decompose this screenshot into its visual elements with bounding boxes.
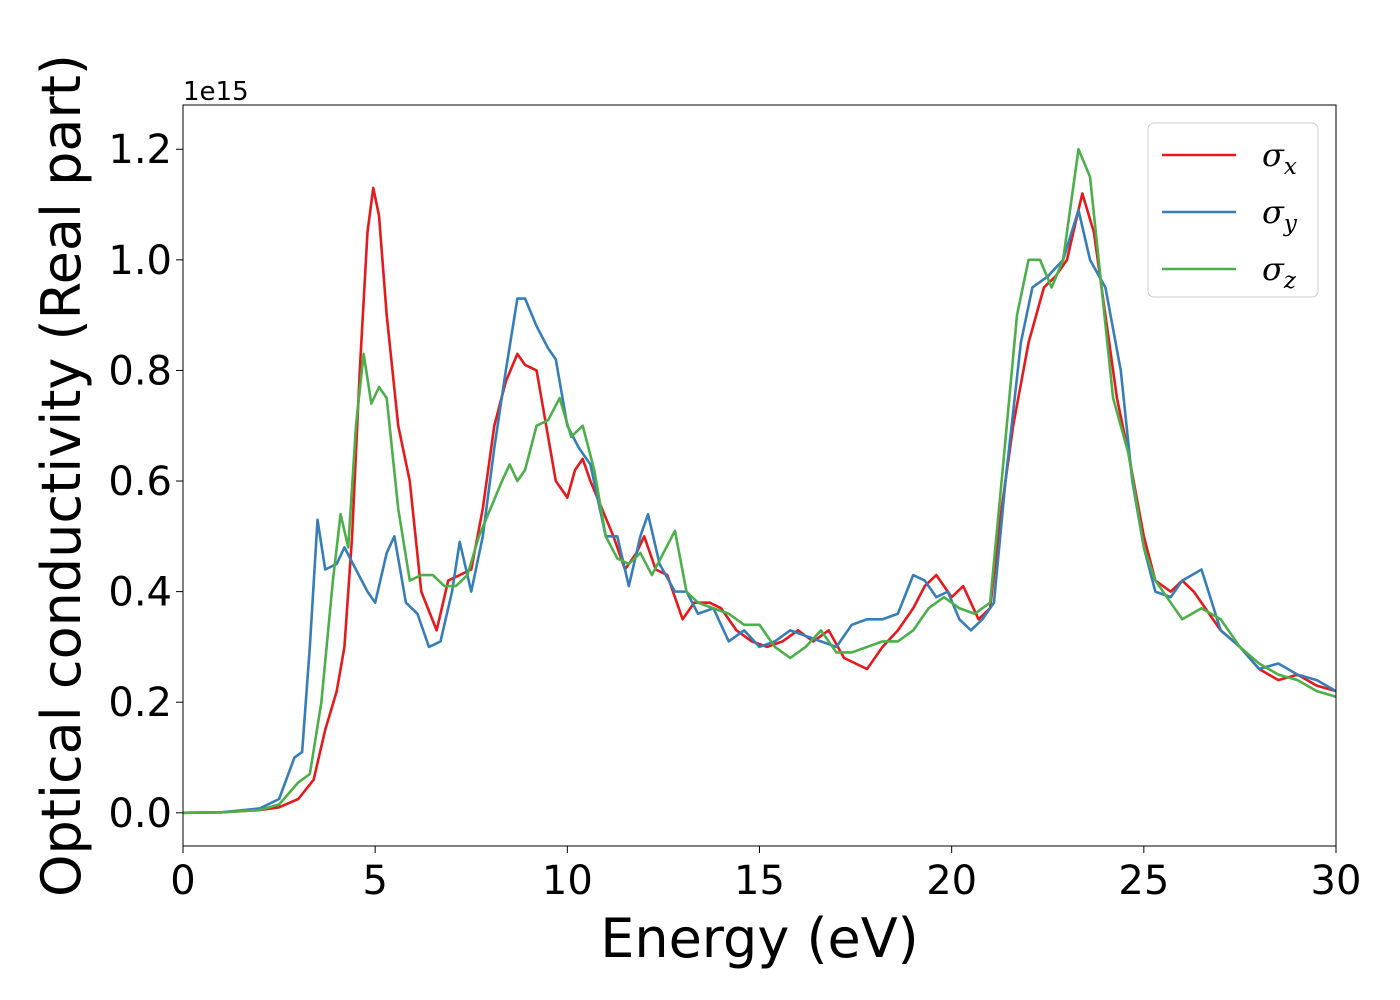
x-tick-label: 10: [542, 858, 593, 904]
y-axis-offset-label: 1e15: [183, 77, 249, 107]
x-tick-label: 25: [1118, 858, 1169, 904]
x-tick-label: 20: [926, 858, 977, 904]
x-axis-title: Energy (eV): [600, 907, 919, 970]
series-line-z: [183, 147, 1336, 815]
legend: σx σy σz: [1147, 122, 1319, 298]
y-tick-label: 0.4: [108, 570, 172, 616]
y-tick-label: 0.2: [108, 680, 172, 726]
plot-area: [182, 104, 1337, 847]
legend-item-x: σx: [1162, 136, 1297, 180]
y-tick-label: 0.8: [108, 348, 172, 394]
y-axis-title: Optical conductivity (Real part): [30, 54, 93, 897]
x-tick-label: 0: [170, 858, 195, 904]
series-layer: [183, 147, 1336, 815]
y-tick-label: 1.0: [108, 238, 172, 284]
y-tick-label: 1.2: [108, 127, 172, 173]
legend-box: [1147, 122, 1319, 298]
legend-item-z: σz: [1162, 250, 1297, 294]
series-line-y: [183, 208, 1336, 815]
legend-label: σy: [1262, 193, 1298, 237]
x-tick-label: 30: [1311, 858, 1362, 904]
x-tick-label: 5: [362, 858, 387, 904]
series-line-x: [183, 186, 1336, 815]
y-tick-label: 0.0: [108, 791, 172, 837]
y-tick-label: 0.6: [108, 459, 172, 505]
y-axis: 0.0 0.2 0.4 0.6 0.8 1.0 1.2: [108, 127, 183, 837]
legend-label: σx: [1262, 136, 1297, 180]
legend-item-y: σy: [1162, 193, 1298, 237]
x-tick-label: 15: [734, 858, 785, 904]
x-axis: 0 5 10 15 20 25 30: [170, 846, 1361, 904]
legend-label: σz: [1262, 250, 1297, 294]
